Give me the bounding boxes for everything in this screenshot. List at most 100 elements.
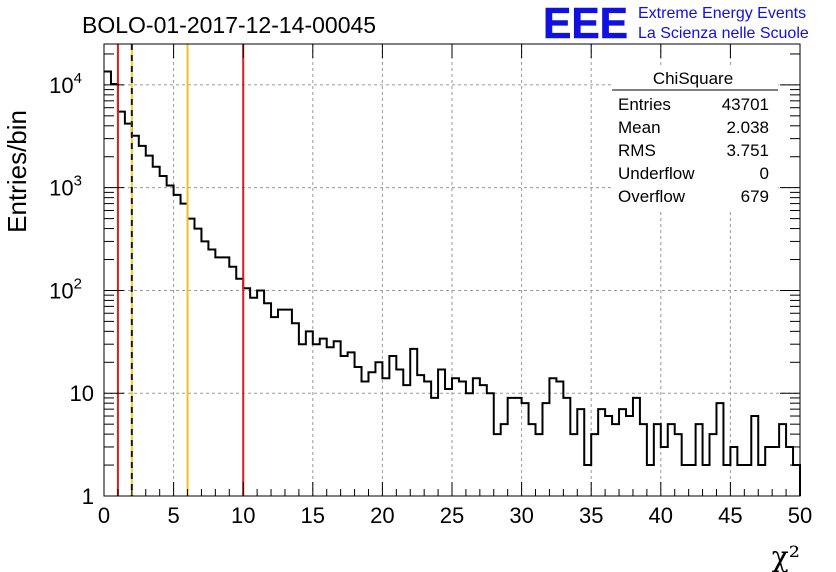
histogram-bin bbox=[348, 352, 355, 496]
histogram-bin bbox=[125, 124, 132, 496]
stats-value-underflow: 0 bbox=[760, 164, 769, 183]
histogram-bin bbox=[194, 229, 201, 496]
histogram-bin bbox=[542, 403, 549, 496]
eee-logo-line2: La Scienza nelle Scuole bbox=[638, 25, 809, 42]
histogram-bin bbox=[403, 385, 410, 496]
histogram-bin bbox=[104, 72, 111, 496]
histogram-bin bbox=[222, 257, 229, 496]
histogram-bin bbox=[786, 447, 793, 496]
histogram-bin bbox=[487, 393, 494, 496]
histogram-bin bbox=[522, 403, 529, 496]
x-tick-label: 50 bbox=[788, 503, 812, 528]
histogram-bin bbox=[264, 303, 271, 496]
histogram-bin bbox=[508, 398, 515, 496]
histogram-bin bbox=[243, 288, 250, 496]
histogram-bin bbox=[167, 185, 174, 496]
y-tick-label: 10 bbox=[70, 381, 94, 406]
stats-label-entries: Entries bbox=[618, 95, 671, 114]
histogram-outline bbox=[104, 70, 801, 496]
histogram-bin bbox=[772, 447, 779, 496]
histogram-bin bbox=[536, 434, 543, 496]
histogram-bin bbox=[605, 416, 612, 496]
stats-value-entries: 43701 bbox=[722, 95, 769, 114]
x-tick-label: 45 bbox=[718, 503, 742, 528]
histogram-bin bbox=[779, 424, 786, 496]
histogram-bin bbox=[549, 378, 556, 496]
histogram-bars bbox=[104, 70, 801, 496]
histogram-bin bbox=[452, 378, 459, 496]
histogram-bin bbox=[201, 241, 208, 496]
histogram-bin bbox=[250, 298, 257, 496]
x-tick-label: 30 bbox=[509, 503, 533, 528]
stats-label-rms: RMS bbox=[618, 141, 656, 160]
y-tick-label: 1 bbox=[82, 484, 94, 509]
chart-title: BOLO-01-2017-12-14-00045 bbox=[82, 12, 376, 38]
stats-label-overflow: Overflow bbox=[618, 187, 686, 206]
histogram-bin bbox=[494, 434, 501, 496]
y-axis-ticks: 1 10 102 103 104 bbox=[49, 53, 800, 509]
histogram-bin bbox=[556, 382, 563, 496]
x-tick-label: 0 bbox=[98, 503, 110, 528]
histogram-bin bbox=[306, 331, 313, 496]
x-tick-label: 35 bbox=[579, 503, 603, 528]
x-axis-label: χ² bbox=[772, 540, 800, 572]
x-tick-label: 20 bbox=[370, 503, 394, 528]
histogram-bin bbox=[563, 398, 570, 496]
histogram-bin bbox=[737, 465, 744, 496]
histogram-bin bbox=[716, 403, 723, 496]
y-tick-label: 103 bbox=[49, 173, 82, 201]
histogram-bin bbox=[431, 398, 438, 496]
histogram-bin bbox=[396, 370, 403, 496]
histogram-bin bbox=[341, 356, 348, 496]
stats-title: ChiSquare bbox=[653, 69, 733, 88]
histogram-bin bbox=[654, 424, 661, 496]
eee-logo: EEE Extreme Energy Events La Scienza nel… bbox=[543, 0, 809, 48]
histogram-bin bbox=[285, 310, 292, 496]
histogram-bin bbox=[208, 250, 215, 496]
histogram-bin bbox=[577, 409, 584, 496]
histogram-bin bbox=[382, 378, 389, 496]
histogram-bin bbox=[570, 434, 577, 496]
histogram-bin bbox=[181, 204, 188, 496]
histogram-bin bbox=[473, 378, 480, 496]
histogram-bin bbox=[480, 385, 487, 496]
histogram-bin bbox=[236, 279, 243, 496]
histogram-bin bbox=[438, 370, 445, 496]
histogram-bin bbox=[271, 317, 278, 496]
histogram-bin bbox=[529, 424, 536, 496]
histogram-bin bbox=[675, 434, 682, 496]
histogram-bin bbox=[410, 349, 417, 496]
histogram-bin bbox=[584, 465, 591, 496]
histogram-bin bbox=[362, 382, 369, 496]
stats-label-mean: Mean bbox=[618, 118, 661, 137]
histogram-bin bbox=[368, 372, 375, 496]
histogram-bin bbox=[633, 398, 640, 496]
histogram-bin bbox=[355, 367, 362, 496]
histogram-bin bbox=[424, 382, 431, 496]
y-tick-label: 104 bbox=[49, 70, 82, 98]
histogram-bin bbox=[758, 465, 765, 496]
histogram-bin bbox=[661, 447, 668, 496]
histogram-bin bbox=[619, 409, 626, 496]
y-tick-label: 102 bbox=[49, 275, 82, 303]
stats-value-mean: 2.038 bbox=[726, 118, 769, 137]
histogram-bin bbox=[188, 219, 195, 496]
histogram-bin bbox=[215, 257, 222, 496]
histogram-bin bbox=[153, 167, 160, 496]
histogram-bin bbox=[313, 344, 320, 496]
y-axis-label: Entries/bin bbox=[2, 110, 32, 233]
histogram-bin bbox=[793, 465, 800, 496]
histogram-bin bbox=[744, 465, 751, 496]
histogram-bin bbox=[327, 347, 334, 496]
histogram-bin bbox=[501, 424, 508, 496]
histogram-bin bbox=[703, 465, 710, 496]
histogram-bin bbox=[612, 424, 619, 496]
histogram-bin bbox=[229, 267, 236, 496]
x-tick-label: 10 bbox=[231, 503, 255, 528]
x-tick-label: 15 bbox=[301, 503, 325, 528]
histogram-bin bbox=[375, 362, 382, 496]
histogram-bin bbox=[668, 424, 675, 496]
stats-value-rms: 3.751 bbox=[726, 141, 769, 160]
histogram-bin bbox=[139, 146, 146, 496]
